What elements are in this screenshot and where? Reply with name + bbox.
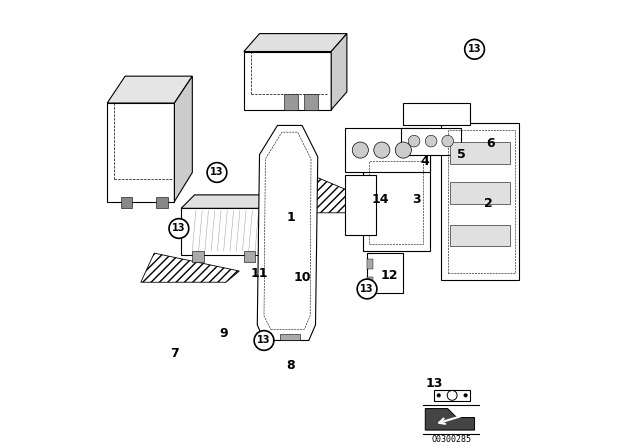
Polygon shape bbox=[280, 334, 300, 340]
Polygon shape bbox=[332, 34, 347, 110]
Polygon shape bbox=[367, 259, 373, 269]
Text: 12: 12 bbox=[381, 269, 398, 282]
Text: 13: 13 bbox=[172, 224, 186, 233]
Text: 2: 2 bbox=[484, 197, 492, 211]
Text: 5: 5 bbox=[457, 148, 465, 161]
Polygon shape bbox=[108, 103, 174, 202]
Text: 11: 11 bbox=[251, 267, 268, 280]
Circle shape bbox=[464, 394, 467, 397]
Text: 13: 13 bbox=[257, 336, 271, 345]
Polygon shape bbox=[181, 208, 266, 255]
Circle shape bbox=[465, 39, 484, 59]
Polygon shape bbox=[425, 409, 475, 430]
Text: O0300285: O0300285 bbox=[431, 435, 471, 444]
Polygon shape bbox=[401, 128, 461, 155]
Polygon shape bbox=[121, 197, 132, 208]
Text: 13: 13 bbox=[360, 284, 374, 294]
Polygon shape bbox=[108, 76, 192, 103]
Circle shape bbox=[396, 142, 412, 158]
Circle shape bbox=[169, 219, 189, 238]
Text: 10: 10 bbox=[293, 271, 311, 284]
Circle shape bbox=[352, 142, 369, 158]
Circle shape bbox=[425, 135, 437, 147]
Polygon shape bbox=[244, 251, 255, 262]
Circle shape bbox=[437, 394, 440, 397]
Circle shape bbox=[442, 135, 454, 147]
Text: 7: 7 bbox=[170, 347, 179, 361]
Polygon shape bbox=[266, 195, 280, 255]
Text: 14: 14 bbox=[372, 193, 389, 206]
Polygon shape bbox=[257, 125, 317, 340]
Polygon shape bbox=[192, 251, 204, 262]
Circle shape bbox=[408, 135, 420, 147]
Polygon shape bbox=[441, 123, 520, 280]
Text: 3: 3 bbox=[412, 193, 420, 206]
Polygon shape bbox=[284, 94, 298, 110]
Polygon shape bbox=[345, 128, 430, 172]
Polygon shape bbox=[450, 142, 511, 164]
Polygon shape bbox=[367, 277, 373, 287]
Circle shape bbox=[357, 279, 377, 299]
Polygon shape bbox=[403, 103, 470, 125]
Text: 6: 6 bbox=[486, 137, 495, 150]
Polygon shape bbox=[367, 253, 403, 293]
Polygon shape bbox=[450, 182, 511, 204]
Text: 1: 1 bbox=[287, 211, 295, 224]
Polygon shape bbox=[244, 52, 332, 110]
Text: 13: 13 bbox=[210, 168, 224, 177]
Polygon shape bbox=[345, 175, 376, 235]
Circle shape bbox=[207, 163, 227, 182]
Polygon shape bbox=[450, 225, 511, 246]
Polygon shape bbox=[244, 34, 347, 52]
Text: 4: 4 bbox=[421, 155, 429, 168]
Text: 9: 9 bbox=[220, 327, 228, 340]
Polygon shape bbox=[157, 197, 168, 208]
Circle shape bbox=[254, 331, 274, 350]
Text: 13: 13 bbox=[468, 44, 481, 54]
Polygon shape bbox=[362, 155, 430, 251]
Text: 13: 13 bbox=[426, 377, 443, 391]
Polygon shape bbox=[305, 94, 317, 110]
Polygon shape bbox=[174, 76, 192, 202]
Polygon shape bbox=[141, 253, 239, 282]
Circle shape bbox=[374, 142, 390, 158]
Text: 8: 8 bbox=[287, 358, 295, 372]
Polygon shape bbox=[435, 390, 470, 401]
Polygon shape bbox=[273, 164, 369, 213]
Polygon shape bbox=[181, 195, 280, 208]
